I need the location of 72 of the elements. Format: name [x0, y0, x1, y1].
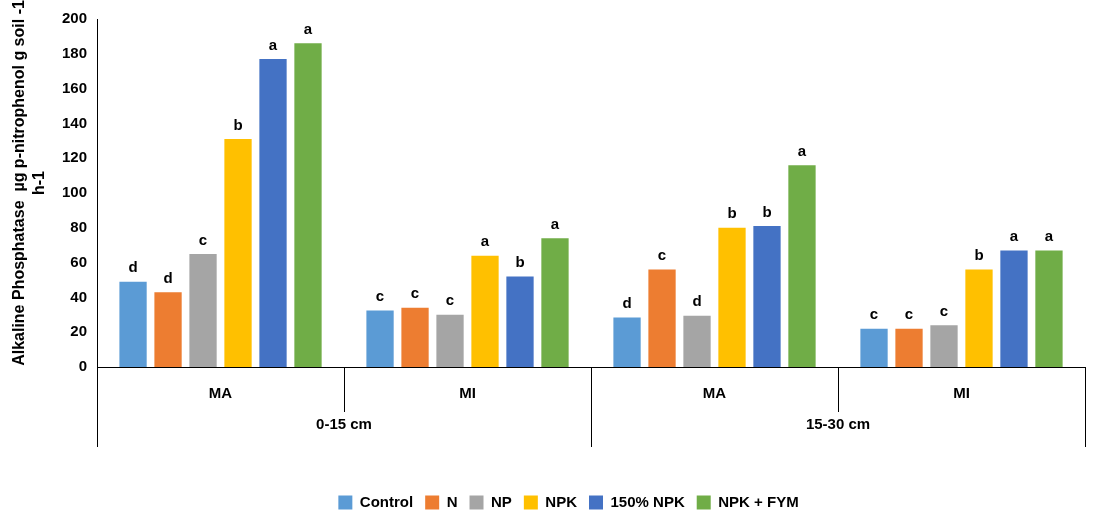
y-tick-label: 0: [78, 357, 88, 375]
data-label: b: [233, 115, 243, 133]
bar: [436, 314, 464, 367]
y-tick-label: 40: [70, 287, 88, 305]
y-tick-label: 20: [70, 322, 88, 340]
legend-label: NPK + FYM: [718, 492, 799, 510]
bar: [648, 269, 676, 367]
legend-label: NPK: [545, 492, 578, 510]
data-label: d: [692, 292, 702, 310]
data-label: a: [268, 35, 278, 53]
data-label: b: [727, 204, 737, 222]
legend-label: Control: [359, 492, 414, 510]
data-label: b: [515, 253, 525, 271]
data-label: b: [762, 202, 772, 220]
bar: [189, 253, 217, 367]
data-label: a: [797, 141, 807, 159]
data-label: a: [1009, 227, 1019, 245]
data-label: c: [410, 284, 420, 302]
bar: [294, 43, 322, 367]
bar: [895, 328, 923, 367]
bar: [154, 292, 182, 367]
bar: [683, 315, 711, 367]
x-tick-label: MA: [702, 384, 727, 402]
data-label: c: [904, 305, 914, 323]
data-label: d: [128, 258, 138, 276]
data-label: a: [303, 20, 313, 37]
data-label: c: [869, 305, 879, 323]
data-label: c: [198, 230, 208, 248]
data-label: a: [1044, 227, 1054, 245]
x-tick-label: MI: [953, 384, 970, 402]
y-tick-label: 140: [62, 113, 88, 131]
bar: [366, 310, 394, 367]
y-tick-label: 80: [70, 217, 88, 235]
bar: [224, 139, 252, 367]
bar: [753, 226, 781, 367]
bar: [965, 269, 993, 367]
data-label: d: [622, 294, 632, 312]
bar: [930, 325, 958, 367]
data-label: c: [445, 291, 455, 309]
y-tick-label: 160: [62, 78, 88, 96]
bar: [788, 165, 816, 367]
data-label: d: [163, 268, 173, 286]
bar: [541, 238, 569, 367]
data-label: a: [550, 214, 560, 232]
bar: [119, 281, 147, 367]
bar: [613, 317, 641, 367]
bar: [1035, 250, 1063, 367]
data-label: c: [375, 287, 385, 305]
bar: [860, 328, 888, 367]
data-label: b: [974, 246, 984, 264]
bar: [259, 59, 287, 367]
y-tick-label: 60: [70, 252, 88, 270]
y-axis-title: Alkaline Phosphatase µg p-nitrophenol g soil -1 h-1: [10, 0, 48, 366]
data-label: c: [939, 301, 949, 319]
text: 15-30 cm: [805, 415, 871, 433]
data-label: c: [657, 246, 667, 264]
legend-label: 150% NPK: [610, 492, 685, 510]
y-tick-label: 120: [62, 148, 88, 166]
bar: [506, 276, 534, 367]
bar: [1000, 250, 1028, 367]
text: 0-15 cm: [316, 415, 372, 433]
bar: [718, 227, 746, 367]
x-tick-label: MI: [459, 384, 476, 402]
y-tick-label: 100: [62, 183, 88, 201]
bar: [401, 307, 429, 367]
bar: [471, 255, 499, 367]
legend-label: N: [446, 492, 458, 510]
x-tick-label: MA: [208, 384, 233, 402]
y-tick-label: 200: [62, 9, 88, 27]
legend-label: NP: [491, 492, 512, 510]
y-tick-label: 180: [62, 43, 88, 61]
data-label: a: [480, 232, 490, 250]
